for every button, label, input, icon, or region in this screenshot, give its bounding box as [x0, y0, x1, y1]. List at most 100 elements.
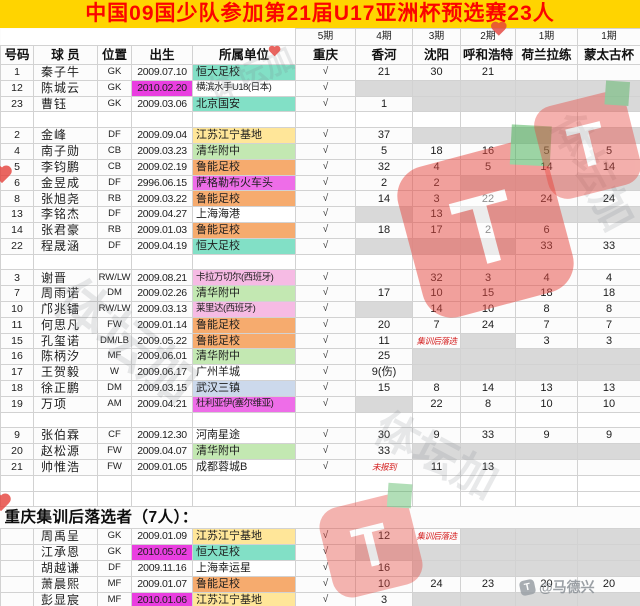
cell-stat: 22 — [460, 190, 517, 208]
cell-birthdate: 2009.02.19 — [131, 158, 193, 176]
cell-club: 杜利亚伊(塞尔维亚) — [191, 395, 297, 413]
cell-stat — [412, 443, 462, 460]
cell-stat: 2 — [460, 221, 517, 239]
cell-stat: 6 — [515, 221, 579, 239]
cell-number: 4 — [0, 142, 34, 160]
cell-stat: 9 — [577, 427, 640, 445]
cell-player-name: 萧晨熙 — [33, 575, 98, 593]
cell-stat — [460, 443, 517, 460]
cell-player-name: 曹钰 — [33, 95, 98, 113]
cell-position: DM — [97, 285, 132, 302]
cell-stat: 33 — [577, 237, 640, 255]
cell-club: 江苏江宁基地 — [191, 127, 297, 144]
table-row: 14 张君豪 RB 2009.01.03 鲁能足校 √ 18 17 2 6 — [0, 221, 640, 239]
cell-club: 萨格勒布火车头 — [191, 174, 297, 192]
cell-stat — [577, 348, 640, 366]
empty-cell — [191, 111, 297, 129]
cell-club: 鲁能足校 — [191, 221, 297, 239]
cell-stat: 14 — [355, 190, 414, 208]
cell-stat — [412, 95, 462, 113]
period-header: 5期 — [295, 28, 357, 46]
empty-cell — [577, 490, 640, 508]
col-header-venue: 蒙太古杯 — [577, 45, 640, 65]
empty-cell — [412, 253, 462, 271]
cell-stat: 5 — [355, 142, 414, 160]
cell-birthdate: 2009.01.03 — [131, 221, 193, 239]
cell-stat — [515, 591, 579, 606]
cell-player-name: 秦子牛 — [33, 64, 98, 81]
cell-position: MF — [97, 591, 132, 606]
cell-number — [0, 575, 34, 593]
table-row: 6 金昱成 DF 2996.06.15 萨格勒布火车头 √ 2 2 — [0, 174, 640, 192]
cell-stat: 10 — [460, 300, 517, 318]
cell-stat — [460, 95, 517, 113]
col-header-venue: 重庆 — [295, 45, 357, 65]
cell-number: 19 — [0, 395, 34, 413]
cell-player-name: 孔玺诺 — [33, 332, 98, 350]
cell-stat — [515, 127, 579, 144]
cell-position: GK — [97, 64, 132, 81]
cell-chongqing-check: √ — [295, 174, 357, 192]
empty-cell — [0, 411, 34, 429]
cell-stat — [577, 127, 640, 144]
cell-chongqing-check: √ — [295, 458, 357, 476]
cell-stat — [515, 95, 579, 113]
cell-chongqing-check: √ — [295, 285, 357, 302]
cell-number: 17 — [0, 364, 34, 381]
cell-club: 鲁能足校 — [191, 190, 297, 208]
cell-stat: 3 — [355, 591, 414, 606]
cell-stat — [577, 95, 640, 113]
cell-stat — [515, 559, 579, 577]
cell-stat: 5 — [460, 158, 517, 176]
cell-stat: 20 — [355, 316, 414, 334]
cell-player-name: 谢晋 — [33, 269, 98, 287]
cell-number: 3 — [0, 269, 34, 287]
table-row: 7 周雨诺 DM 2009.02.26 清华附中 √ 17 10 15 18 18 — [0, 285, 640, 302]
cell-stat — [577, 221, 640, 239]
table-row: 10 邝兆镭 RW/LW 2009.03.13 莱里达(西班牙) √ 14 10 8 8 — [0, 300, 640, 318]
cell-club: 恒大足校 — [191, 544, 297, 561]
empty-cell — [577, 111, 640, 129]
col-header-venue: 香河 — [355, 45, 414, 65]
cell-stat — [577, 591, 640, 606]
cell-stat: 17 — [355, 285, 414, 302]
cell-club: 江苏江宁基地 — [191, 591, 297, 606]
cell-number: 9 — [0, 427, 34, 445]
cell-stat — [577, 559, 640, 577]
cell-chongqing-check: √ — [295, 528, 357, 546]
period-header: 1期 — [515, 28, 579, 46]
cell-chongqing-check: √ — [295, 300, 357, 318]
cell-position: DF — [97, 127, 132, 144]
cell-club: 清华附中 — [191, 443, 297, 460]
cell-stat: 未报到 — [355, 458, 414, 476]
cell-player-name: 邝兆镭 — [33, 300, 98, 318]
cell-stat — [577, 64, 640, 81]
empty-cell — [515, 253, 579, 271]
cell-number: 11 — [0, 316, 34, 334]
cell-stat: 30 — [412, 64, 462, 81]
cell-chongqing-check: √ — [295, 395, 357, 413]
empty-cell — [295, 253, 357, 271]
cell-stat — [412, 364, 462, 381]
cell-stat — [412, 79, 462, 97]
table-row: 15 孔玺诺 DM/LB 2009.05.22 鲁能足校 √ 11 集训后落选 3 3 — [0, 332, 640, 350]
cell-position: CB — [97, 158, 132, 176]
cell-stat — [577, 79, 640, 97]
cell-stat: 32 — [355, 158, 414, 176]
cell-stat: 21 — [460, 64, 517, 81]
empty-cell — [97, 111, 132, 129]
cell-club: 广州羊城 — [191, 364, 297, 381]
cell-number: 22 — [0, 237, 34, 255]
cell-birthdate: 2996.06.15 — [131, 174, 193, 192]
period-header: 3期 — [412, 28, 462, 46]
cell-stat: 14 — [412, 300, 462, 318]
table-row: 11 何思凡 FW 2009.01.14 鲁能足校 √ 20 7 24 7 7 — [0, 316, 640, 334]
empty-cell — [131, 474, 193, 492]
cell-stat — [460, 348, 517, 366]
cell-chongqing-check: √ — [295, 127, 357, 144]
cell-number: 6 — [0, 174, 34, 192]
cell-club: 恒大足校 — [191, 237, 297, 255]
cell-stat: 11 — [355, 332, 414, 350]
cell-stat — [460, 79, 517, 97]
